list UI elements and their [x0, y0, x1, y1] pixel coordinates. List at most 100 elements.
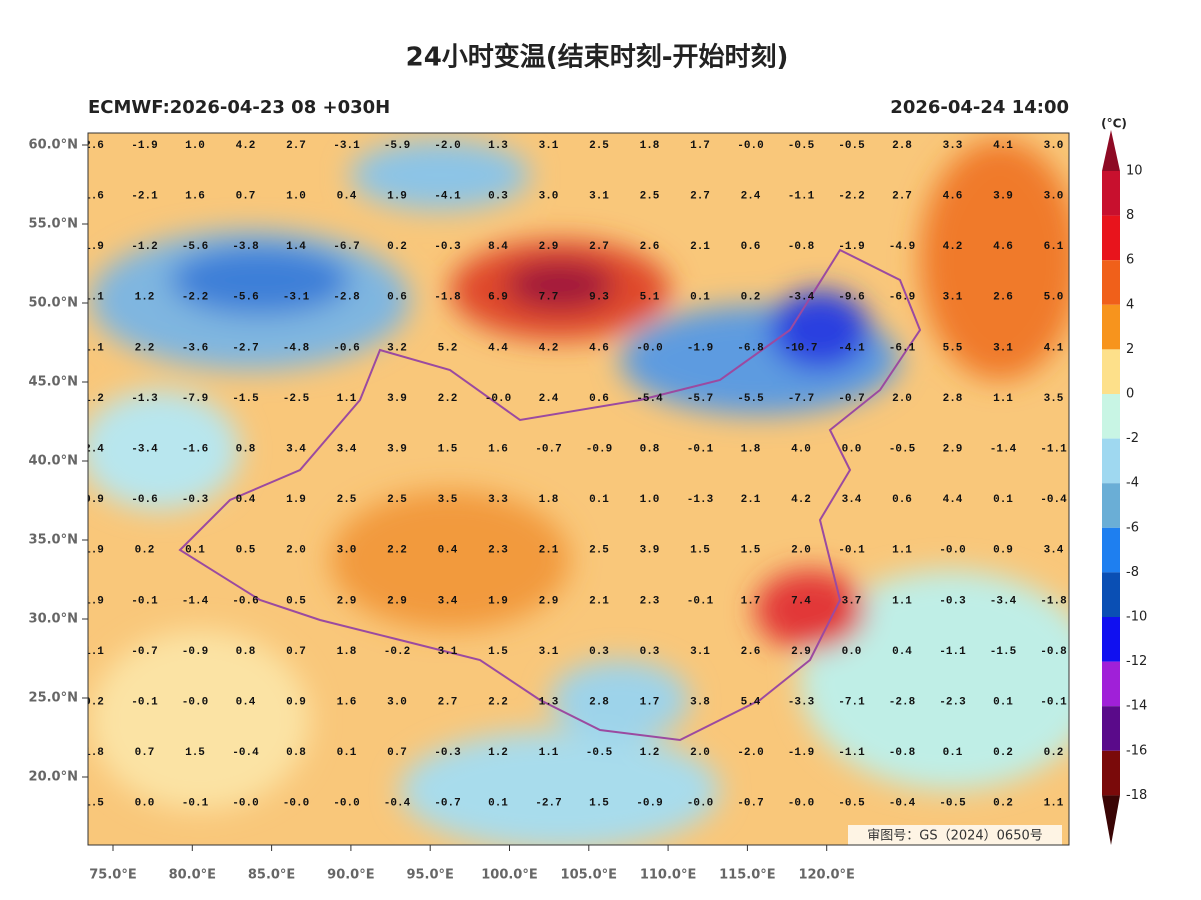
grid-value: 4.1	[993, 140, 1013, 152]
lat-tick-label: 30.0°N	[29, 612, 78, 627]
grid-value: 2.2	[488, 697, 508, 709]
grid-value: 0.1	[993, 697, 1013, 709]
grid-value: -0.8	[1040, 646, 1067, 658]
grid-value: 2.1	[589, 595, 609, 607]
grid-value: 1.5	[438, 444, 458, 456]
grid-value: 3.1	[539, 140, 559, 152]
grid-value: -0.0	[232, 798, 258, 810]
colorbar-label: -8	[1126, 565, 1139, 580]
grid-value: 3.0	[1044, 191, 1064, 203]
grid-value: -5.7	[687, 393, 713, 405]
grid-value: -0.1	[131, 697, 158, 709]
grid-value: 2.8	[892, 140, 912, 152]
grid-value: -0.4	[1040, 494, 1067, 506]
grid-value: -0.3	[939, 595, 966, 607]
grid-value: -0.4	[889, 798, 916, 810]
grid-value: 2.5	[589, 140, 609, 152]
grid-value: 1.5	[185, 747, 205, 759]
grid-value: 3.0	[387, 697, 407, 709]
lon-tick-label: 75.0°E	[89, 868, 136, 883]
grid-value: -0.6	[333, 342, 359, 354]
colorbar-label: -12	[1126, 654, 1147, 669]
grid-value: 0.1	[337, 747, 357, 759]
grid-value: -0.2	[384, 646, 410, 658]
grid-value: 2.7	[286, 140, 306, 152]
colorbar-tip	[1102, 795, 1120, 845]
grid-value: 3.0	[337, 545, 357, 557]
grid-value: 1.8	[337, 646, 357, 658]
grid-value: 3.5	[1044, 393, 1064, 405]
grid-value: -0.1	[687, 595, 714, 607]
grid-value: -3.1	[333, 140, 360, 152]
grid-value: 1.7	[690, 140, 710, 152]
grid-value: 2.0	[791, 545, 811, 557]
model-run: ECMWF:2026-04-23 08 +030H	[88, 97, 390, 118]
grid-value: 0.4	[438, 545, 458, 557]
grid-value: 2.1	[741, 494, 761, 506]
grid-value: -0.4	[384, 798, 411, 810]
grid-value: 2.4	[539, 393, 559, 405]
colorbar-label: 6	[1126, 253, 1134, 268]
grid-value: 2.9	[539, 241, 559, 253]
grid-value: 0.8	[236, 646, 256, 658]
grid-value: 2.7	[589, 241, 609, 253]
grid-value: 0.3	[589, 646, 609, 658]
grid-value: 2.3	[488, 545, 508, 557]
colorbar-segment	[1102, 483, 1120, 528]
grid-value: -0.5	[939, 798, 966, 810]
colorbar-segment	[1102, 527, 1120, 573]
grid-value: 1.0	[185, 140, 205, 152]
grid-value: 2.7	[892, 191, 912, 203]
grid-value: -2.8	[889, 697, 916, 709]
grid-value: 3.1	[589, 191, 609, 203]
grid-value: -5.4	[636, 393, 663, 405]
grid-value: 3.1	[943, 292, 963, 304]
colorbar-segment	[1102, 572, 1120, 617]
grid-value: -1.1	[1040, 444, 1067, 456]
grid-value: 3.0	[539, 191, 559, 203]
grid-value: 0.1	[993, 494, 1013, 506]
grid-value: -6.8	[737, 342, 764, 354]
grid-value: -0.3	[182, 494, 209, 506]
approval-number: 审图号：GS（2024）0650号	[867, 829, 1043, 844]
grid-value: 0.1	[690, 292, 710, 304]
grid-value: -0.0	[333, 798, 359, 810]
grid-value: 2.2	[135, 342, 155, 354]
grid-value: -1.9	[687, 342, 713, 354]
grid-value: 0.3	[488, 191, 508, 203]
grid-value: -0.0	[788, 798, 814, 810]
grid-value: 2.9	[539, 595, 559, 607]
grid-value: 1.3	[488, 140, 508, 152]
grid-value: -0.8	[788, 241, 815, 253]
colorbar-segment	[1102, 661, 1120, 707]
grid-value: -1.1	[788, 191, 815, 203]
grid-values: 2.6 -1.9 1.0 4.2 2.7 -3.1 -5.9 -2.0 1.3 3.1 2.5 1.8…	[84, 140, 1067, 810]
grid-value: 6.9	[488, 292, 508, 304]
grid-value: 3.4	[337, 444, 357, 456]
grid-value: -0.5	[586, 747, 613, 759]
grid-value: 0.9	[993, 545, 1013, 557]
grid-value: 1.1	[539, 747, 559, 759]
grid-value: -1.9	[131, 140, 157, 152]
grid-value: -1.1	[939, 646, 966, 658]
grid-value: 1.9	[84, 545, 104, 557]
grid-value: 1.1	[993, 393, 1013, 405]
grid-value: -0.7	[131, 646, 157, 658]
grid-value: -2.5	[283, 393, 310, 405]
colorbar-segment	[1102, 617, 1120, 662]
grid-value: 0.6	[892, 494, 912, 506]
colorbar-segment	[1102, 438, 1120, 484]
grid-value: 0.5	[236, 545, 256, 557]
grid-value: 3.0	[1044, 140, 1064, 152]
lon-tick-label: 90.0°E	[327, 868, 374, 883]
grid-value: 2.6	[640, 241, 660, 253]
grid-value: -9.6	[838, 292, 864, 304]
grid-value: -2.0	[434, 140, 460, 152]
grid-value: 1.5	[488, 646, 508, 658]
grid-value: -0.1	[687, 444, 714, 456]
grid-value: 1.5	[84, 798, 104, 810]
grid-value: -0.1	[182, 798, 209, 810]
colorbar-segment	[1102, 304, 1120, 350]
grid-value: -6.1	[889, 342, 916, 354]
grid-value: 3.9	[387, 393, 407, 405]
